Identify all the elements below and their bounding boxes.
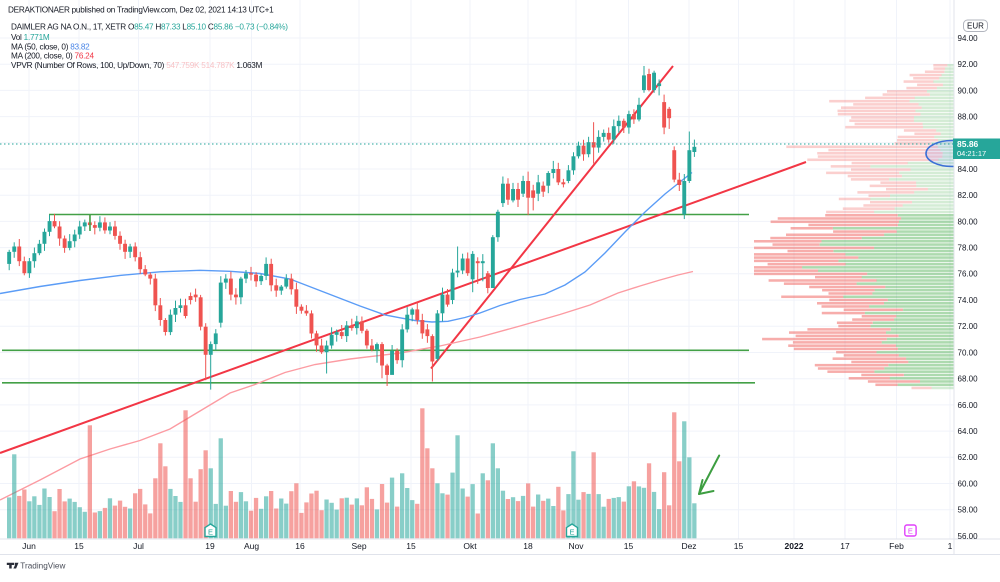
svg-text:15: 15 [734, 541, 744, 551]
svg-text:Jun: Jun [22, 541, 36, 551]
svg-text:76.00: 76.00 [958, 270, 979, 279]
svg-text:90.00: 90.00 [958, 86, 979, 95]
svg-text:TradingView: TradingView [20, 561, 65, 570]
svg-text:74.00: 74.00 [958, 296, 979, 305]
svg-text:58.00: 58.00 [958, 506, 979, 515]
svg-text:92.00: 92.00 [958, 60, 979, 69]
svg-text:04:21:17: 04:21:17 [957, 149, 986, 158]
svg-text:Dez: Dez [681, 541, 696, 551]
svg-text:15: 15 [406, 541, 416, 551]
svg-text:60.00: 60.00 [958, 479, 979, 488]
svg-text:56.00: 56.00 [958, 532, 979, 541]
svg-text:EUR: EUR [967, 22, 984, 31]
svg-text:82.00: 82.00 [958, 191, 979, 200]
svg-text:15: 15 [74, 541, 84, 551]
svg-text:15: 15 [624, 541, 634, 551]
svg-text:VPVR (Number Of Rows, 100, Up/: VPVR (Number Of Rows, 100, Up/Down, 70) … [11, 61, 263, 70]
svg-text:MA (50, close, 0) 83.82: MA (50, close, 0) 83.82 [11, 42, 90, 51]
svg-text:78.00: 78.00 [958, 244, 979, 253]
svg-text:MA (200, close, 0) 76.24: MA (200, close, 0) 76.24 [11, 52, 94, 61]
svg-text:62.00: 62.00 [958, 453, 979, 462]
svg-text:16: 16 [295, 541, 305, 551]
svg-text:2022: 2022 [785, 541, 804, 551]
svg-text:DAIMLER AG NA O.N., 1T, XETR O: DAIMLER AG NA O.N., 1T, XETR O85.47 H87.… [11, 23, 288, 32]
svg-text:Aug: Aug [244, 541, 259, 551]
svg-text:72.00: 72.00 [958, 322, 979, 331]
svg-text:E: E [569, 528, 574, 537]
svg-text:88.00: 88.00 [958, 113, 979, 122]
svg-text:80.00: 80.00 [958, 217, 979, 226]
svg-text:94.00: 94.00 [958, 34, 979, 43]
svg-text:E: E [908, 527, 913, 536]
svg-text:Nov: Nov [568, 541, 584, 551]
svg-text:85.86: 85.86 [957, 139, 979, 149]
svg-text:64.00: 64.00 [958, 427, 979, 436]
svg-text:19: 19 [205, 541, 215, 551]
svg-text:18: 18 [523, 541, 533, 551]
svg-text:Okt: Okt [463, 541, 477, 551]
svg-text:68.00: 68.00 [958, 375, 979, 384]
svg-text:Vol 1.771M: Vol 1.771M [11, 33, 50, 42]
svg-text:17: 17 [840, 541, 850, 551]
svg-text:84.00: 84.00 [958, 165, 979, 174]
svg-text:Sep: Sep [351, 541, 366, 551]
svg-text:1: 1 [948, 541, 953, 551]
svg-text:DERAKTIONAER published on Trad: DERAKTIONAER published on TradingView.co… [8, 5, 274, 14]
svg-text:Feb: Feb [889, 541, 904, 551]
svg-text:70.00: 70.00 [958, 348, 979, 357]
svg-text:66.00: 66.00 [958, 401, 979, 410]
svg-text:E: E [208, 528, 213, 537]
svg-text:Jul: Jul [133, 541, 144, 551]
